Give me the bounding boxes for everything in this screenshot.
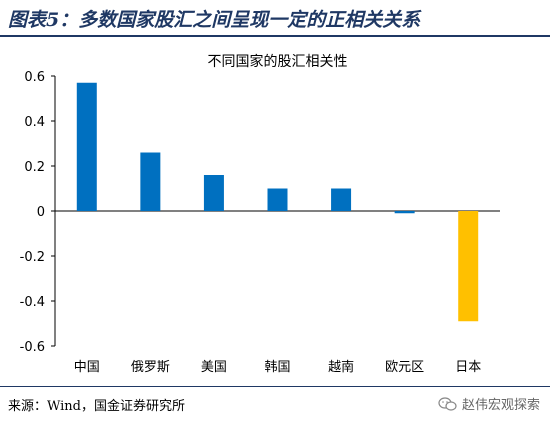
- x-tick-label: 中国: [74, 360, 100, 375]
- x-tick-label: 日本: [455, 360, 481, 375]
- watermark: 赵伟宏观探索: [438, 394, 540, 413]
- bar-1: [140, 152, 161, 211]
- bar-4: [331, 188, 352, 211]
- figure-footer: 来源：Wind，国金证券研究所 赵伟宏观探索: [0, 386, 550, 426]
- y-tick-label: 0: [37, 205, 45, 220]
- figure-title: 图表5：多数国家股汇之间呈现一定的正相关关系: [8, 9, 421, 31]
- header-rule: [0, 35, 550, 37]
- y-tick-label: -0.6: [20, 340, 45, 355]
- chart-title: 不同国家的股汇相关性: [208, 53, 348, 70]
- x-tick-label: 越南: [328, 359, 354, 375]
- x-tick-label: 韩国: [264, 360, 290, 375]
- watermark-text: 赵伟宏观探索: [461, 398, 540, 413]
- x-tick-label: 美国: [201, 360, 227, 375]
- y-tick-label: 0.4: [24, 115, 45, 130]
- x-tick-label: 欧元区: [385, 360, 424, 375]
- y-tick-label: -0.4: [20, 295, 45, 310]
- figure-header: 图表5：多数国家股汇之间呈现一定的正相关关系: [0, 0, 550, 37]
- bar-6: [458, 211, 479, 322]
- footer-rule: [0, 386, 550, 387]
- source-note: 来源：Wind，国金证券研究所: [8, 399, 185, 414]
- x-tick-label: 俄罗斯: [131, 360, 170, 375]
- y-tick-label: -0.2: [20, 250, 45, 265]
- bar-2: [203, 175, 224, 211]
- wechat-icon: [438, 396, 457, 411]
- y-tick-label: 0.6: [24, 70, 45, 85]
- y-tick-label: 0.2: [24, 160, 45, 175]
- bar-5: [394, 211, 415, 214]
- bar-chart: 不同国家的股汇相关性 -0.6 -0.4 -0.2 0 0.2 0.4 0.6 中国 俄罗斯 美国 韩…: [20, 53, 500, 375]
- bar-3: [267, 188, 288, 211]
- bar-0: [76, 82, 97, 211]
